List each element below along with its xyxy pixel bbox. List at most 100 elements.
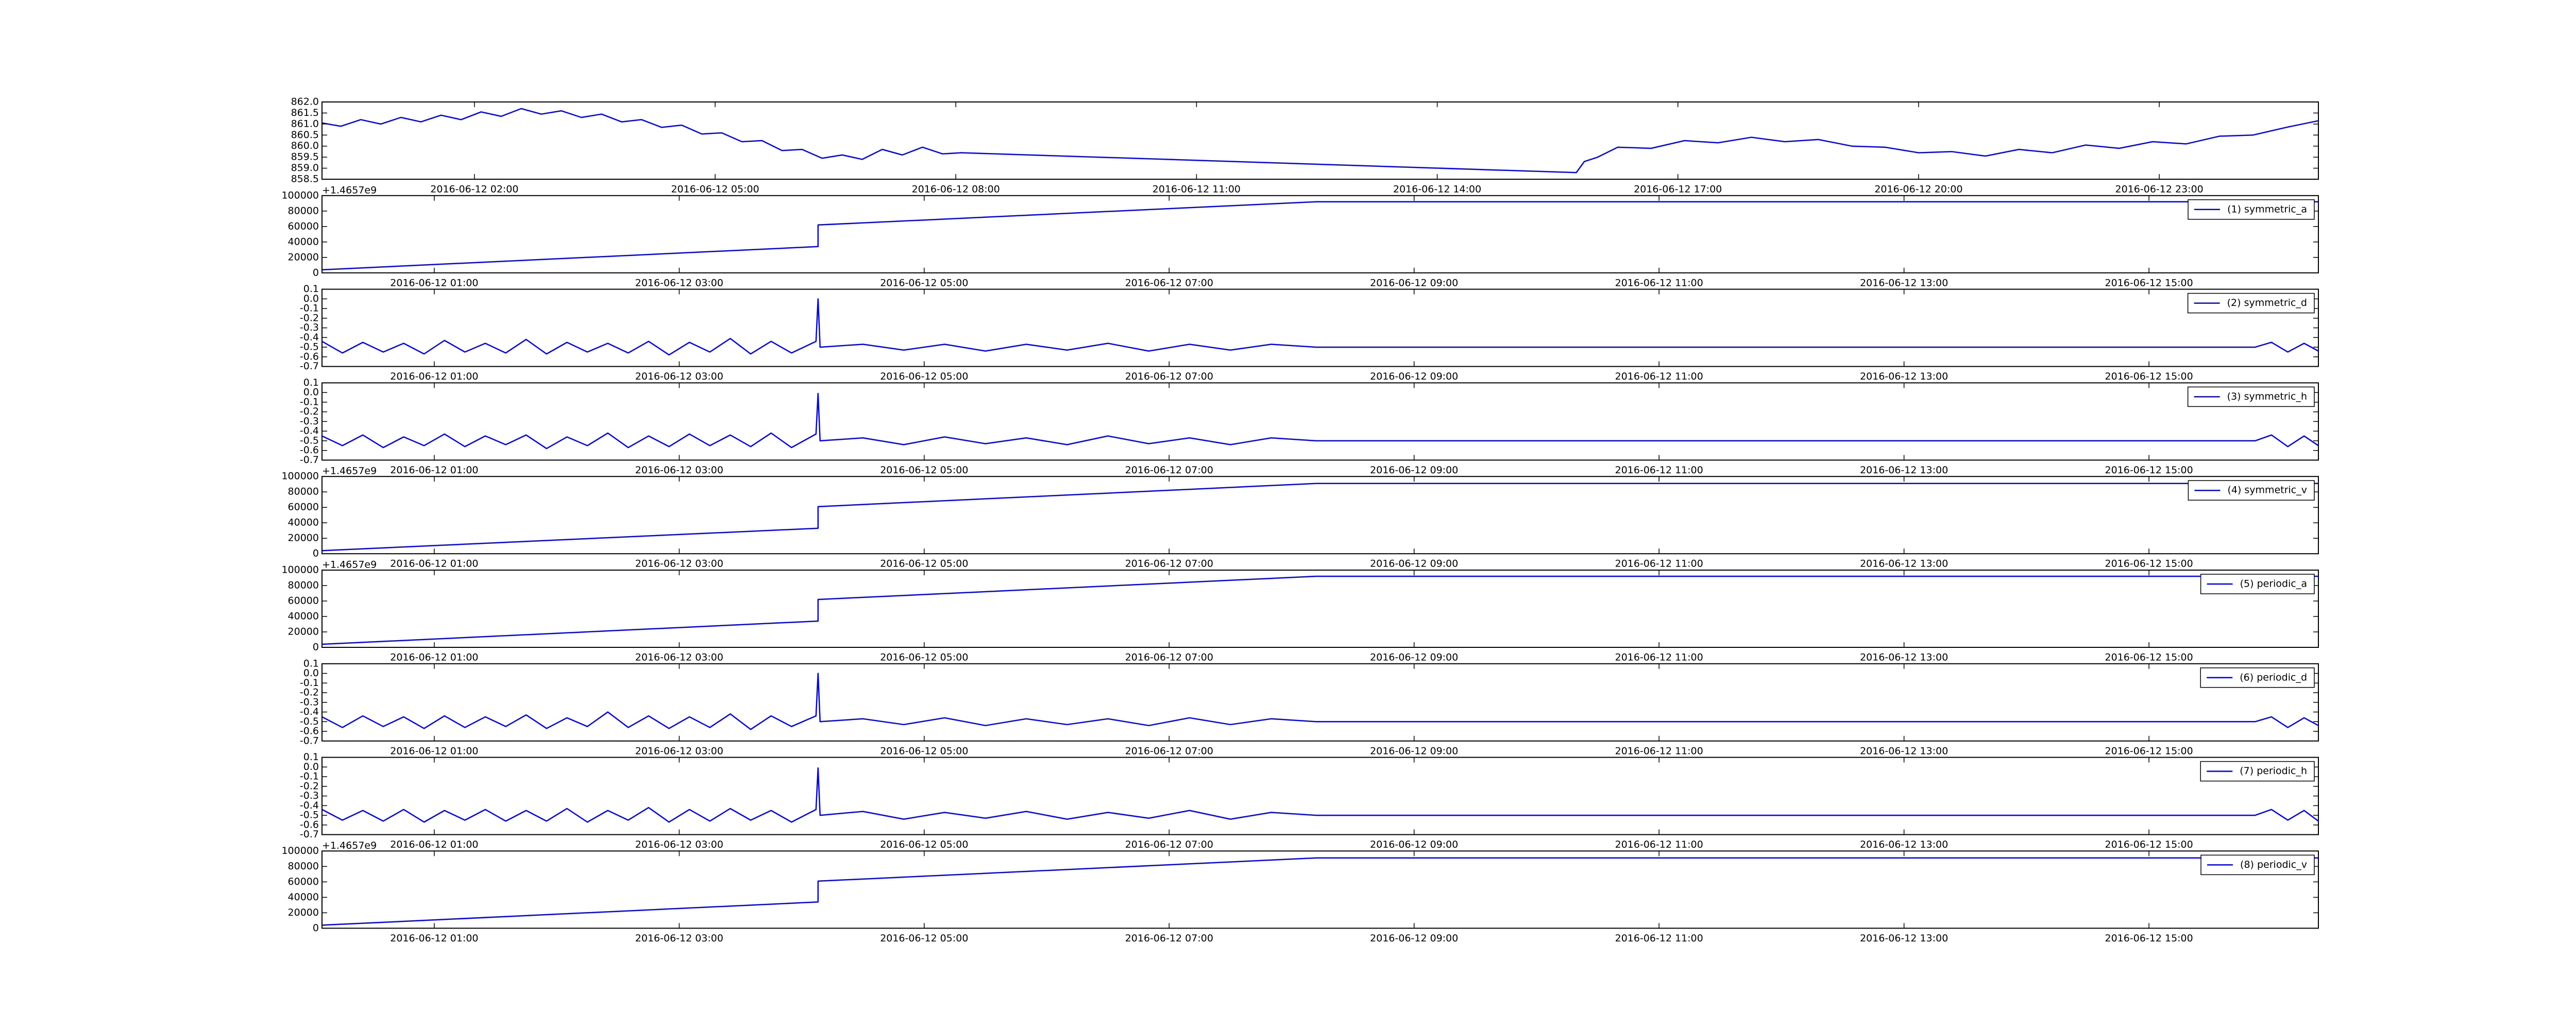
x-tick-label: 2016-06-12 15:00 (2105, 652, 2193, 663)
legend-label: (7) periodic_h (2240, 765, 2307, 777)
y-tick-label: -0.7 (300, 454, 319, 466)
x-tick-label: 2016-06-12 13:00 (1860, 933, 1948, 944)
y-tick-label: 20000 (288, 907, 319, 918)
y-tick-label: 40000 (288, 236, 319, 247)
line (321, 483, 2318, 552)
line (321, 392, 2319, 450)
x-tick-label: 2016-06-12 05:00 (880, 933, 968, 944)
y-tick-label: -0.5 (300, 810, 319, 821)
y-tick-label: -0.3 (300, 790, 319, 801)
x-tick-label: 2016-06-12 13:00 (1860, 558, 1948, 570)
axes-background (322, 383, 2318, 460)
x-tick-label: 2016-06-12 05:00 (880, 465, 968, 476)
x-tick-label: 2016-06-12 11:00 (1615, 277, 1703, 288)
x-tick-label: 2016-06-12 09:00 (1370, 745, 1458, 757)
y-tick-label: 859.0 (291, 162, 319, 174)
y-tick-label: 0 (313, 548, 319, 559)
y-tick-label: -0.7 (300, 829, 319, 840)
y-tick-label: -0.4 (300, 800, 319, 811)
y-tick-label: -0.3 (300, 416, 319, 427)
x-tick-label: 2016-06-12 11:00 (1615, 652, 1703, 663)
y-tick-label: 0.0 (303, 667, 319, 679)
x-tick-label: 2016-06-12 11:00 (1615, 933, 1703, 944)
subplot: 858.5859.0859.5860.0860.5861.0861.5862.0… (291, 96, 2319, 195)
x-tick-label: 2016-06-12 01:00 (390, 277, 478, 288)
x-tick-label: 2016-06-12 13:00 (1860, 277, 1948, 288)
x-tick-label: 2016-06-12 09:00 (1370, 465, 1458, 476)
x-tick-label: 2016-06-12 15:00 (2105, 277, 2193, 288)
x-tick-label: 2016-06-12 05:00 (671, 184, 759, 195)
x-tick-label: 2016-06-12 01:00 (390, 933, 478, 944)
y-tick-label: 40000 (288, 891, 319, 903)
y-tick-label: 862.0 (291, 96, 319, 108)
y-tick-label: 0.0 (303, 761, 319, 772)
x-tick-label: 2016-06-12 15:00 (2105, 465, 2193, 476)
y-offset-label: +1.4657e9 (322, 466, 377, 477)
y-tick-label: -0.6 (300, 819, 319, 830)
x-tick-label: 2016-06-12 11:00 (1615, 371, 1703, 382)
line (321, 108, 2319, 174)
x-tick-label: 2016-06-12 11:00 (1615, 745, 1703, 757)
x-tick-label: 2016-06-12 01:00 (390, 745, 478, 757)
y-tick-label: -0.1 (300, 771, 319, 782)
x-tick-label: 2016-06-12 09:00 (1370, 277, 1458, 288)
y-tick-label: -0.1 (300, 303, 319, 314)
x-tick-label: 2016-06-12 11:00 (1615, 839, 1703, 850)
y-tick-label: 0.1 (303, 751, 319, 763)
y-tick-label: 20000 (288, 626, 319, 638)
legend-label: (1) symmetric_a (2227, 203, 2307, 215)
y-tick-label: 100000 (281, 845, 319, 856)
axes-frame (321, 850, 2319, 929)
x-tick-label: 2016-06-12 13:00 (1860, 465, 1948, 476)
subplot: 0 20000 40000 60000 80000 100000 2016-06-12 01… (281, 559, 2319, 663)
subplot: -0.7-0.6-0.5-0.4-0.3-0.2-0.10.00.1 2016-0… (300, 377, 2319, 476)
y-tick-label: -0.6 (300, 444, 319, 456)
x-tick-label: 2016-06-12 02:00 (430, 184, 518, 195)
subplot: -0.7-0.6-0.5-0.4-0.3-0.2-0.10.00.1 2016-0… (300, 283, 2319, 382)
x-tick-label: 2016-06-12 01:00 (390, 558, 478, 570)
x-tick-label: 2016-06-12 13:00 (1860, 839, 1948, 850)
y-tick-label: 858.5 (291, 174, 319, 185)
subplot: -0.7-0.6-0.5-0.4-0.3-0.2-0.10.00.1 2016-0… (300, 658, 2319, 757)
x-tick-label: 2016-06-12 14:00 (1393, 184, 1481, 195)
y-tick-label: 100000 (281, 190, 319, 201)
x-tick-label: 2016-06-12 11:00 (1153, 184, 1241, 195)
x-tick-label: 2016-06-12 07:00 (1125, 465, 1213, 476)
y-tick-label: -0.7 (300, 735, 319, 746)
subplot: -0.7-0.6-0.5-0.4-0.3-0.2-0.10.00.1 2016-0… (300, 751, 2319, 850)
legend: (5) periodic_a (2200, 574, 2315, 594)
y-tick-label: 861.5 (291, 107, 319, 118)
subplot: 0 20000 40000 60000 80000 100000 2016-06-12 01… (281, 466, 2319, 570)
x-tick-label: 2016-06-12 03:00 (635, 558, 723, 570)
x-tick-label: 2016-06-12 09:00 (1370, 558, 1458, 570)
legend-label: (5) periodic_a (2240, 578, 2307, 590)
y-tick-label: 0.1 (303, 658, 319, 669)
y-tick-label: -0.5 (300, 716, 319, 727)
y-tick-label: 0.1 (303, 283, 319, 295)
x-tick-label: 2016-06-12 07:00 (1125, 652, 1213, 663)
y-tick-label: -0.3 (300, 322, 319, 333)
x-tick-label: 2016-06-12 03:00 (635, 652, 723, 663)
y-tick-label: -0.2 (300, 312, 319, 323)
axes-frame (321, 570, 2319, 648)
x-tick-label: 2016-06-12 05:00 (880, 745, 968, 757)
axes-background (322, 570, 2318, 647)
x-tick-label: 2016-06-12 07:00 (1125, 839, 1213, 850)
y-tick-label: 80000 (288, 205, 319, 216)
y-tick-label: -0.7 (300, 360, 319, 372)
legend-label: (2) symmetric_d (2227, 297, 2307, 308)
y-offset-label: +1.4657e9 (322, 184, 377, 196)
x-tick-label: 2016-06-12 13:00 (1860, 745, 1948, 757)
legend: (1) symmetric_a (2188, 199, 2315, 220)
line (321, 767, 2319, 823)
y-tick-label: -0.6 (300, 726, 319, 737)
y-tick-label: 0 (313, 267, 319, 278)
x-tick-label: 2016-06-12 01:00 (390, 465, 478, 476)
y-tick-label: 60000 (288, 595, 319, 607)
y-tick-label: -0.1 (300, 396, 319, 407)
axes-background (322, 102, 2318, 179)
x-tick-label: 2016-06-12 07:00 (1125, 558, 1213, 570)
line (321, 201, 2318, 271)
x-tick-label: 2016-06-12 03:00 (635, 933, 723, 944)
